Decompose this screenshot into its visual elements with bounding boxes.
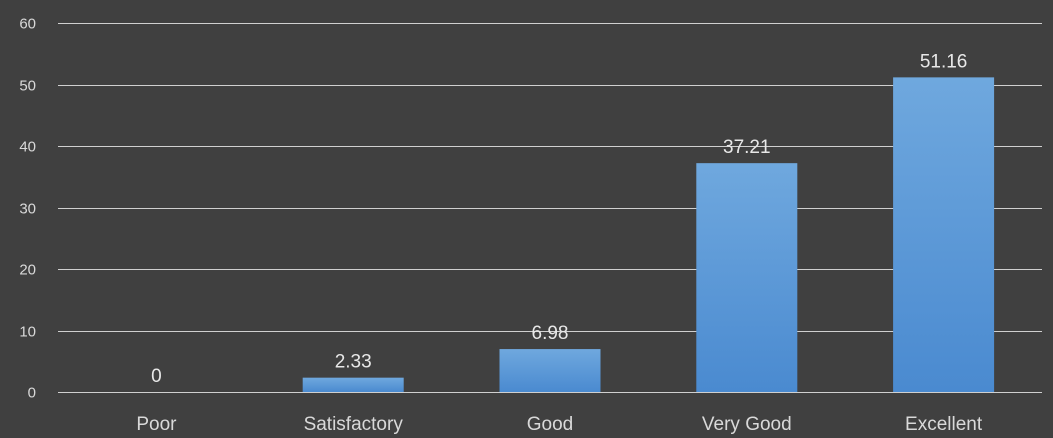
y-tick-label-50: 50 <box>19 78 36 95</box>
y-tick-label-40: 40 <box>19 139 36 156</box>
y-tick-label-0: 0 <box>28 385 36 402</box>
x-tick-label-good: Good <box>527 414 573 435</box>
y-tick-label-10: 10 <box>19 324 36 341</box>
data-label-very-good: 37.21 <box>723 137 771 158</box>
bar-good <box>499 349 601 392</box>
y-tick-label-30: 30 <box>19 201 36 218</box>
data-label-poor: 0 <box>151 366 162 387</box>
gridlines <box>58 23 1042 393</box>
x-tick-label-satisfactory: Satisfactory <box>304 414 404 435</box>
x-tick-label-poor: Poor <box>136 414 177 435</box>
bars <box>302 77 995 392</box>
data-label-satisfactory: 2.33 <box>335 352 372 373</box>
bar-excellent <box>893 77 995 392</box>
x-tick-label-very-good: Very Good <box>702 414 792 435</box>
y-axis-ticks: 0 10 20 30 40 50 60 <box>19 16 36 402</box>
data-labels: 0 2.33 6.98 37.21 51.16 <box>151 51 967 387</box>
bar-very-good <box>696 163 798 392</box>
data-label-good: 6.98 <box>532 323 569 344</box>
y-tick-label-20: 20 <box>19 262 36 279</box>
bar-satisfactory <box>302 377 404 392</box>
data-label-excellent: 51.16 <box>920 51 968 72</box>
y-tick-label-60: 60 <box>19 16 36 33</box>
x-axis-labels: Poor Satisfactory Good Very Good Excellent <box>136 414 983 435</box>
x-tick-label-excellent: Excellent <box>905 414 983 435</box>
